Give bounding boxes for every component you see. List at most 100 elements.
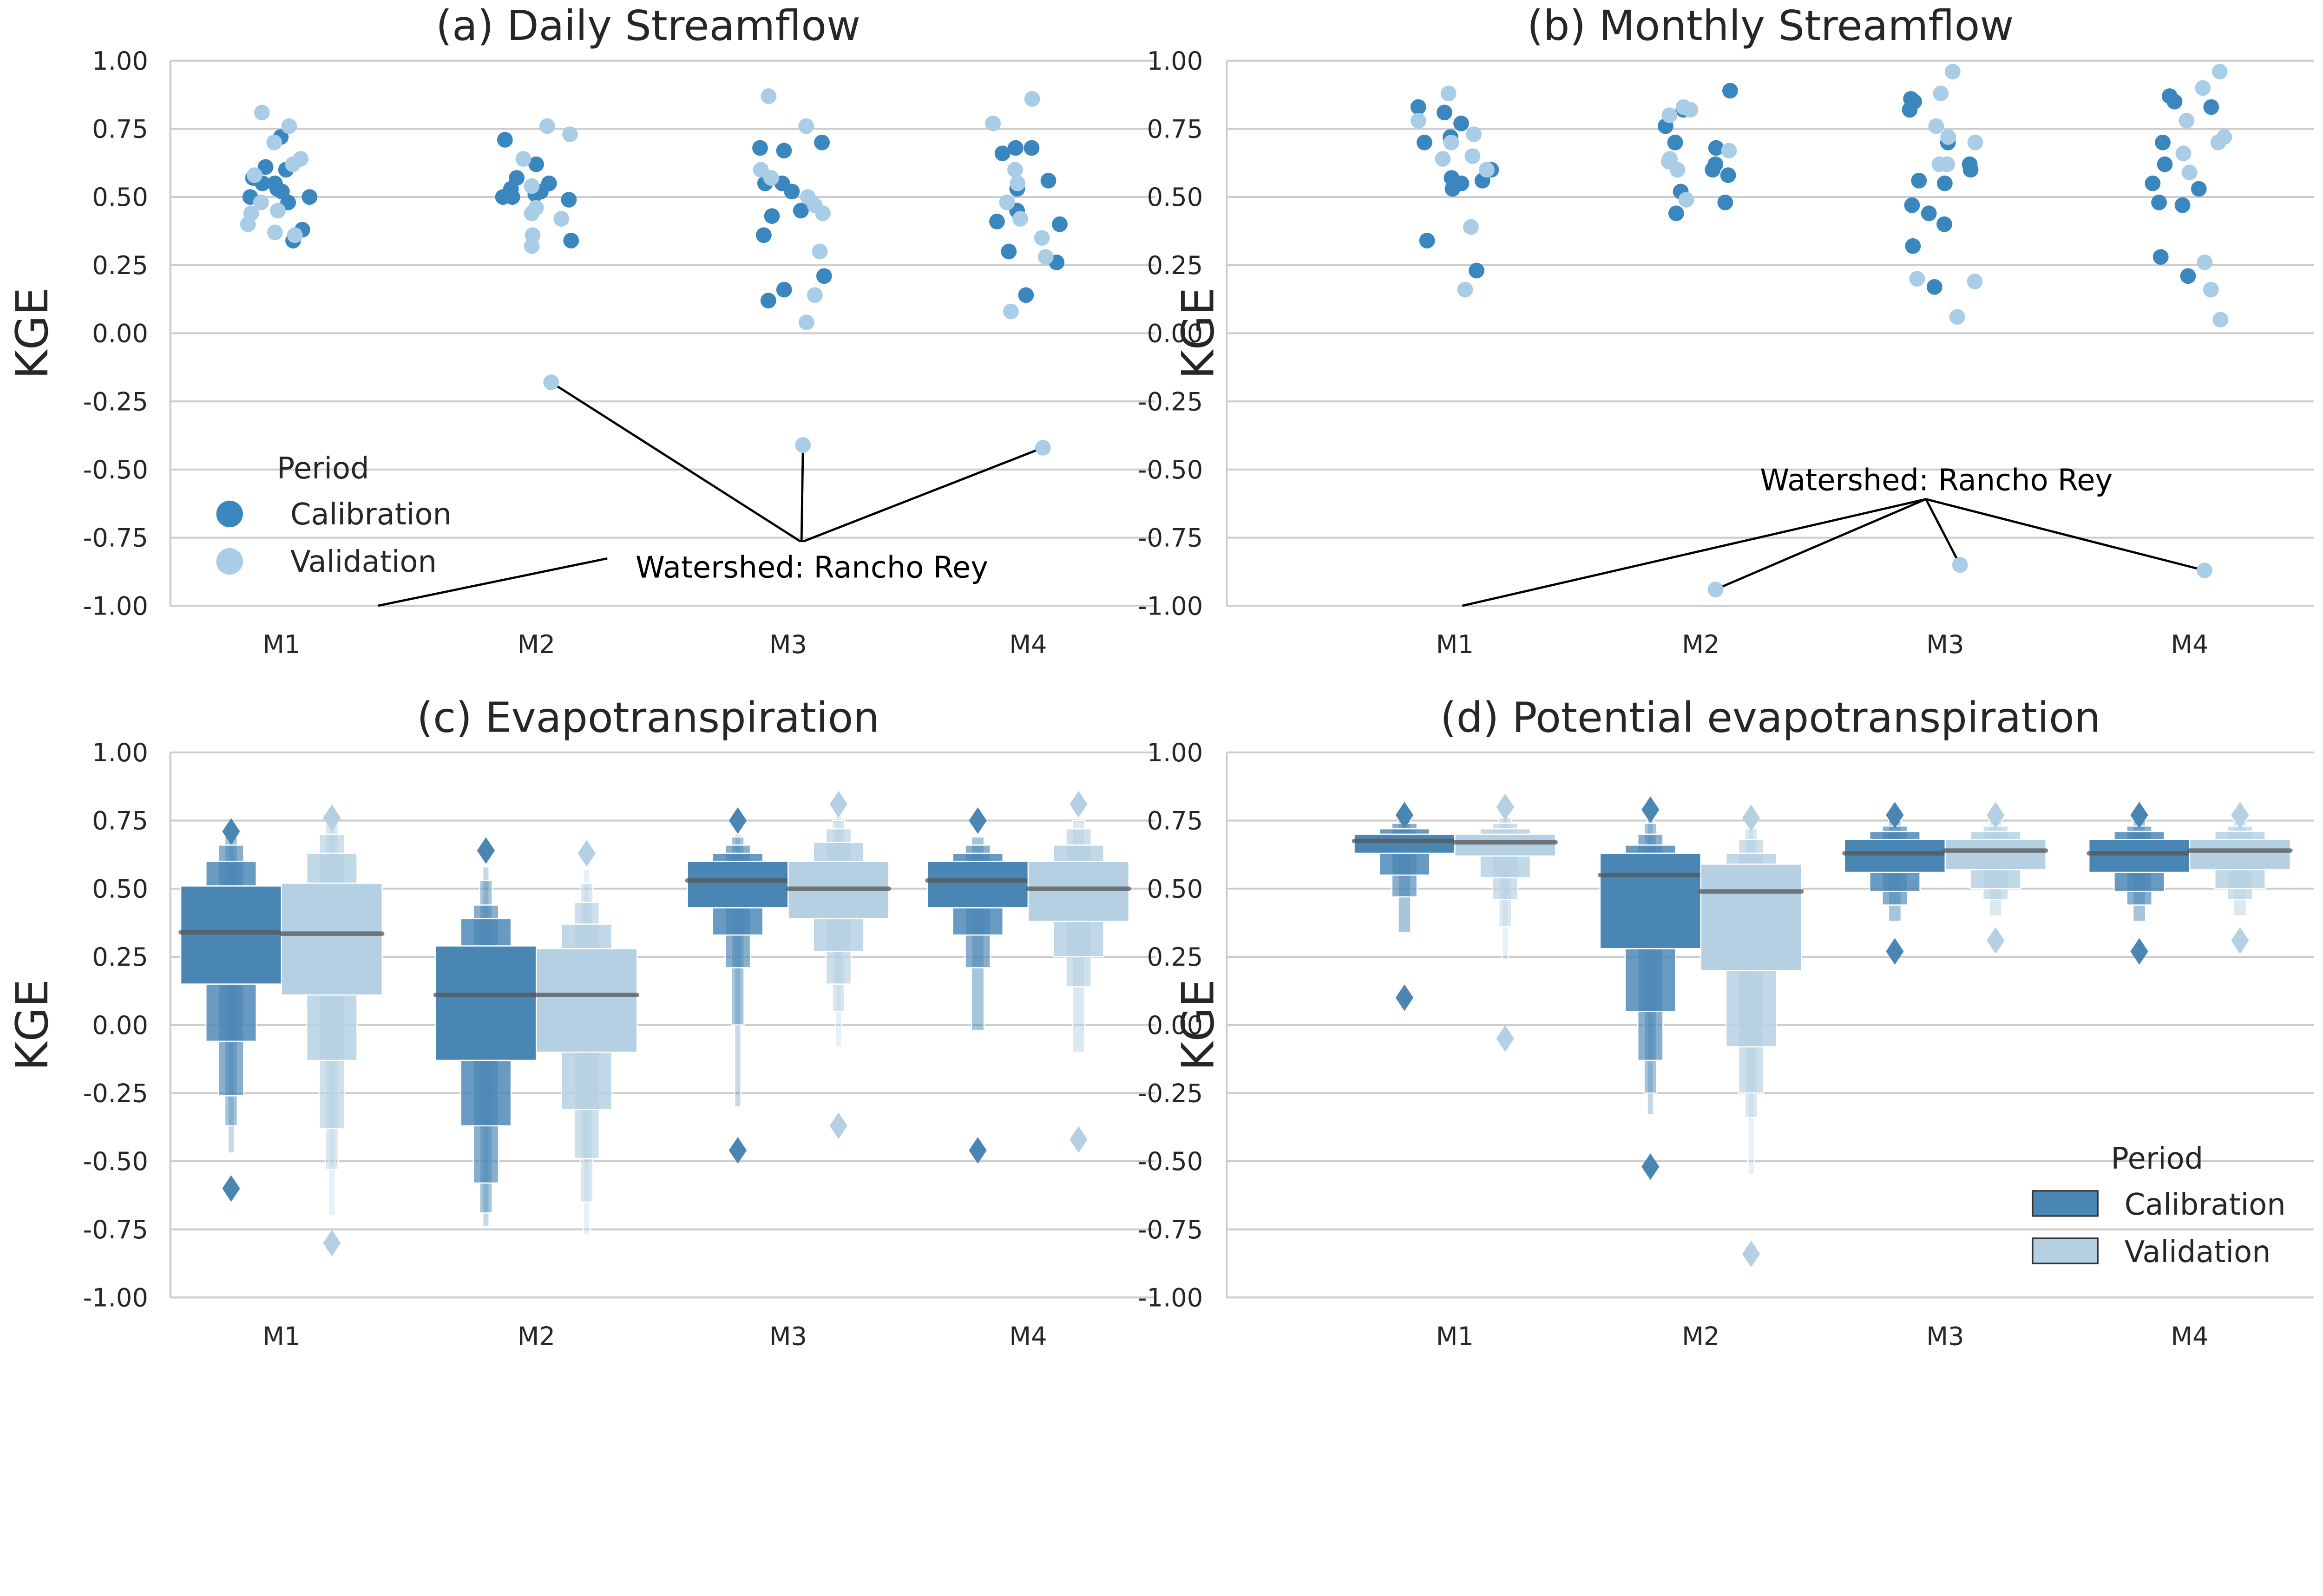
y-tick-label: -1.00: [1138, 1283, 1203, 1312]
data-point-validation: [1443, 134, 1459, 150]
data-point-calibration: [1444, 181, 1461, 197]
data-point-calibration: [1667, 134, 1683, 150]
figure: 1.00 0.75 0.50 0.25 0.00 -0.25 -0.50 -0.75 -1.00…: [6, 2, 2314, 1351]
data-point-calibration: [2152, 249, 2169, 265]
y-tick-label: 0.00: [92, 1011, 148, 1040]
data-point-validation: [1024, 91, 1040, 107]
panel-title: (c) Evapotranspiration: [417, 693, 879, 742]
data-point-calibration: [1024, 140, 1040, 156]
data-point-validation: [1435, 151, 1451, 167]
outlier-marker: [1987, 927, 2005, 954]
data-point-calibration: [1001, 243, 1017, 260]
annotation-line: [801, 446, 1043, 543]
boxen-box-calibration: [1599, 852, 1701, 949]
y-tick-label: 0.75: [1147, 806, 1203, 836]
data-point-validation: [285, 156, 301, 172]
data-point-validation: [1003, 303, 1019, 320]
outlier-marker: [1742, 805, 1760, 831]
y-tick-label: -1.00: [1138, 591, 1203, 621]
data-point-validation: [1037, 249, 1054, 265]
data-point-validation: [1967, 134, 1983, 150]
data-point-validation: [1721, 143, 1737, 159]
annotation-line: [1715, 498, 1927, 591]
legend-marker-validation: [216, 548, 243, 575]
data-point-calibration: [2157, 156, 2173, 172]
data-point-calibration: [495, 189, 511, 205]
data-point-validation: [1949, 309, 1965, 325]
y-tick-label: -0.50: [83, 1147, 148, 1176]
data-point-calibration: [1008, 140, 1024, 156]
data-point-calibration: [1052, 216, 1068, 232]
y-tick-label: -0.75: [83, 1215, 148, 1244]
outlier-marker: [477, 837, 495, 864]
outlier-marker: [2130, 802, 2148, 829]
panel-d: 1.00 0.75 0.50 0.25 0.00 -0.25 -0.50 -0.75 -1.00…: [1138, 693, 2314, 1351]
outlier-marker: [1641, 1153, 1660, 1180]
annotation-line: [377, 557, 608, 607]
data-point-calibration: [776, 281, 792, 298]
outlier-marker: [1742, 1240, 1760, 1268]
data-point-validation: [2211, 64, 2228, 80]
data-point-calibration: [1410, 99, 1426, 115]
y-tick-label: -0.25: [83, 1079, 148, 1108]
data-point-validation: [543, 374, 559, 390]
y-tick-label: 0.50: [1147, 874, 1203, 903]
panel-b: 1.00 0.75 0.50 0.25 0.00 -0.25 -0.50 -0.75 -1.00…: [1138, 2, 2314, 659]
y-tick-label: 0.75: [92, 115, 148, 144]
data-point-validation: [2195, 80, 2211, 96]
annotation-text: Watershed: Rancho Rey: [1760, 463, 2113, 497]
boxen-box-calibration: [2088, 839, 2191, 873]
outlier-marker: [1070, 791, 1088, 818]
data-point-validation: [1463, 219, 1479, 235]
y-tick-label: -1.00: [83, 1283, 148, 1312]
data-point-validation: [761, 88, 777, 104]
boxen-box-calibration: [687, 861, 789, 909]
legend-panel-a: Period Calibration Validation: [216, 451, 452, 579]
data-point-validation: [807, 287, 823, 303]
y-tick-label: 0.50: [92, 183, 148, 212]
data-point-calibration: [302, 189, 318, 205]
data-point-validation: [1933, 85, 1949, 102]
y-tick-label: 1.00: [92, 46, 148, 76]
boxen-box-calibration: [435, 945, 537, 1061]
data-point-validation: [287, 227, 303, 243]
data-point-validation: [1909, 271, 1925, 287]
data-point-calibration: [257, 159, 274, 175]
data-point-calibration: [793, 203, 809, 219]
boxen-box-validation: [536, 948, 638, 1053]
y-tick-label: -0.25: [1138, 387, 1203, 416]
y-tick-label: 0.25: [1147, 251, 1203, 280]
data-point-calibration: [497, 131, 513, 148]
data-point-validation: [1940, 129, 1956, 145]
y-tick-label: 0.50: [92, 874, 148, 903]
y-tick-label: 0.25: [92, 251, 148, 280]
data-point-validation: [1034, 230, 1050, 246]
data-point-validation: [270, 203, 286, 219]
data-point-calibration: [1911, 173, 1927, 189]
data-point-calibration: [1437, 105, 1452, 121]
outlier-marker: [2130, 938, 2148, 965]
data-point-validation: [2196, 563, 2212, 578]
data-point-calibration: [2145, 175, 2161, 191]
outlier-marker: [577, 840, 596, 867]
data-point-calibration: [755, 227, 772, 243]
data-point-validation: [1661, 107, 1678, 123]
annotation-bg: [607, 542, 1023, 587]
outlier-marker: [1886, 938, 1904, 965]
data-point-calibration: [994, 145, 1011, 162]
x-tick-label: M3: [1926, 1321, 1964, 1351]
data-point-validation: [2197, 255, 2213, 270]
data-point-calibration: [764, 208, 780, 224]
y-tick-label: -0.75: [1138, 1215, 1203, 1244]
y-tick-label: 0.00: [1147, 1011, 1203, 1040]
x-tick-label: M2: [518, 1321, 555, 1351]
data-point-validation: [1440, 85, 1457, 102]
data-point-calibration: [1018, 287, 1034, 303]
y-tick-label: 1.00: [92, 738, 148, 767]
data-point-calibration: [752, 140, 768, 156]
data-point-validation: [999, 194, 1015, 210]
data-point-calibration: [1668, 205, 1684, 222]
data-point-calibration: [1905, 238, 1921, 254]
y-tick-label: -0.75: [83, 523, 148, 553]
data-point-calibration: [561, 192, 577, 208]
